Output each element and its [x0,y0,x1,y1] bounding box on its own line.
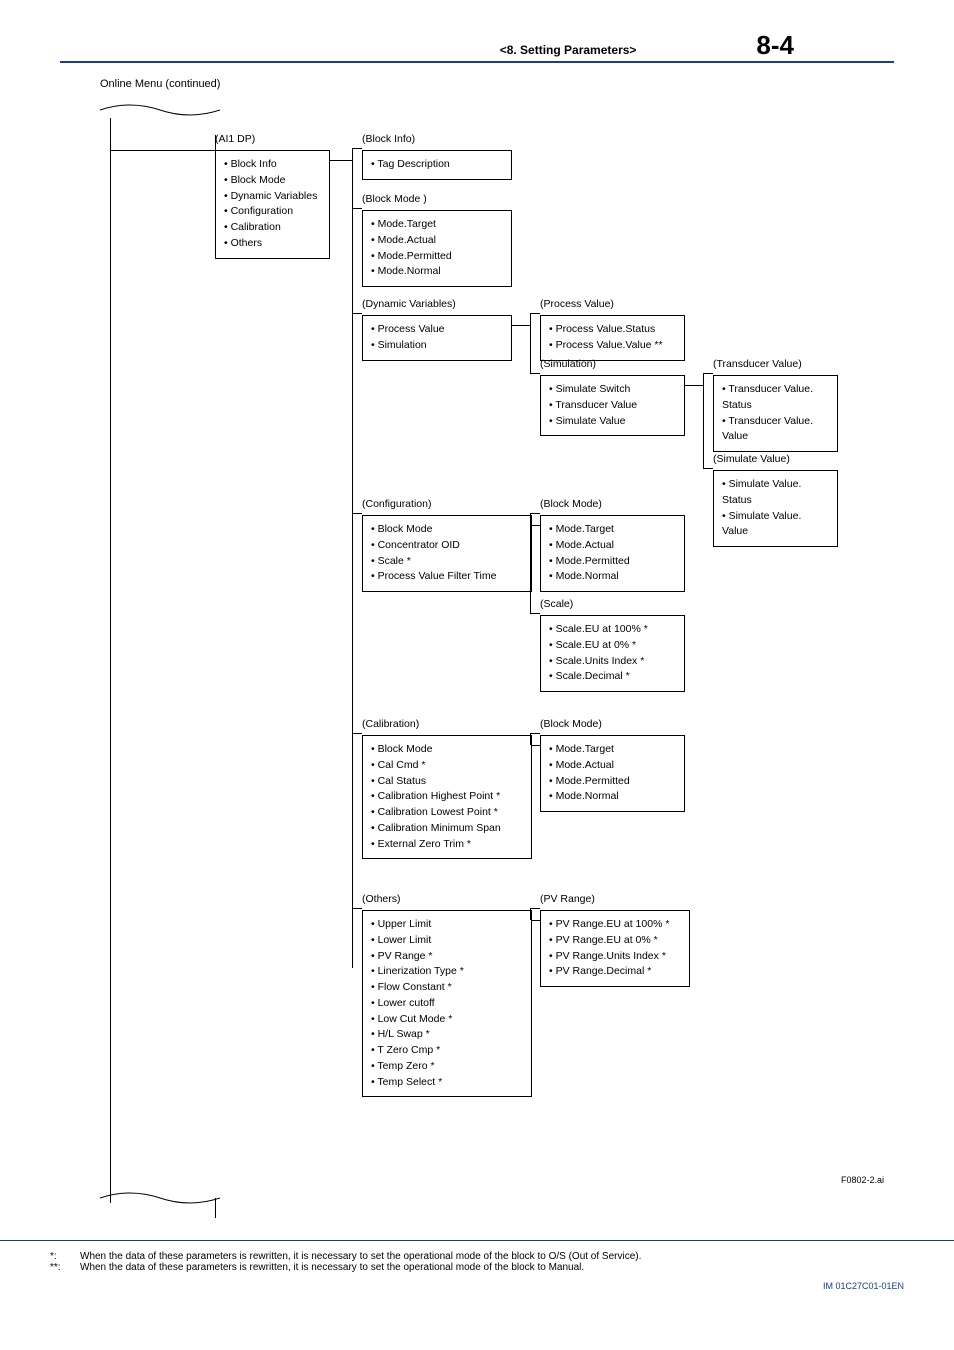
menu-diagram: (AI1 DP) • Block Info • Block Mode • Dyn… [100,100,894,1230]
connector [530,733,540,734]
content-area: Online Menu (continued) (AI1 DP) • Block… [0,63,954,1230]
connector [530,373,540,374]
box-pvrange: • PV Range.EU at 100% * • PV Range.EU at… [540,910,690,987]
box-calibration: • Block Mode • Cal Cmd * • Cal Status • … [362,735,532,859]
box-simulatevalue: • Simulate Value. Status • Simulate Valu… [713,470,838,547]
connector [352,733,362,734]
continuation-wave-bottom [100,1188,220,1208]
connector [352,208,362,209]
connector [512,325,530,326]
connector [530,733,531,745]
connector [352,313,362,314]
box-dynvars: • Process Value • Simulation [362,315,512,361]
footnote-mark-2: **: [50,1262,80,1273]
label-others: (Others) [362,893,401,905]
box-scale: • Scale.EU at 100% * • Scale.EU at 0% * … [540,615,685,692]
footnote-text-2: When the data of these parameters is rew… [80,1262,584,1273]
connector [352,148,362,149]
label-simulatevalue: (Simulate Value) [713,453,790,465]
label-blockinfo: (Block Info) [362,133,415,145]
box-transducervalue: • Transducer Value. Status • Transducer … [713,375,838,452]
box-simulation: • Simulate Switch • Transducer Value • S… [540,375,685,436]
box-others: • Upper Limit • Lower Limit • PV Range *… [362,910,532,1097]
label-processvalue: (Process Value) [540,298,614,310]
connector [215,1198,216,1218]
box-calblockmode: • Mode.Target • Mode.Actual • Mode.Permi… [540,735,685,812]
label-dynvars: (Dynamic Variables) [362,298,456,310]
box-main: • Block Info • Block Mode • Dynamic Vari… [215,150,330,259]
connector [530,513,540,514]
box-blockmode: • Mode.Target • Mode.Actual • Mode.Permi… [362,210,512,287]
label-cfgblockmode: (Block Mode) [540,498,602,510]
connector [703,373,713,374]
footnote-mark-1: *: [50,1251,80,1262]
page-number: 8-4 [756,30,794,61]
connector [330,160,352,161]
figure-reference: F0802-2.ai [841,1175,884,1185]
label-calibration: (Calibration) [362,718,419,730]
label-blockmode: (Block Mode ) [362,193,427,205]
document-id: IM 01C27C01-01EN [0,1273,954,1291]
connector [110,150,215,151]
box-configuration: • Block Mode • Concentrator OID • Scale … [362,515,532,592]
connector [530,513,531,613]
connector [703,373,704,468]
connector [530,313,540,314]
continuation-wave-top [100,100,220,120]
connector [532,920,540,921]
section-title: <8. Setting Parameters> [500,43,637,57]
connector [532,525,540,526]
label-transducervalue: (Transducer Value) [713,358,802,370]
label-scale: (Scale) [540,598,573,610]
connector [530,908,531,920]
trunk-line [110,118,111,1203]
connector [530,613,540,614]
connector-col2 [352,148,353,968]
box-processvalue: • Process Value.Status • Process Value.V… [540,315,685,361]
menu-title: Online Menu (continued) [100,78,894,90]
connector [352,513,362,514]
label-simulation: (Simulation) [540,358,596,370]
label-pvrange: (PV Range) [540,893,595,905]
footnotes: *: When the data of these parameters is … [0,1240,954,1273]
box-cfgblockmode: • Mode.Target • Mode.Actual • Mode.Permi… [540,515,685,592]
connector [530,313,531,373]
connector [352,908,362,909]
connector [532,745,540,746]
page-header: <8. Setting Parameters> 8-4 [60,30,894,63]
footnote-text-1: When the data of these parameters is rew… [80,1251,641,1262]
label-configuration: (Configuration) [362,498,431,510]
label-ai1dp: (AI1 DP) [215,133,255,145]
connector [530,908,540,909]
box-blockinfo: • Tag Description [362,150,512,180]
connector [685,385,703,386]
label-calblockmode: (Block Mode) [540,718,602,730]
connector [703,468,713,469]
